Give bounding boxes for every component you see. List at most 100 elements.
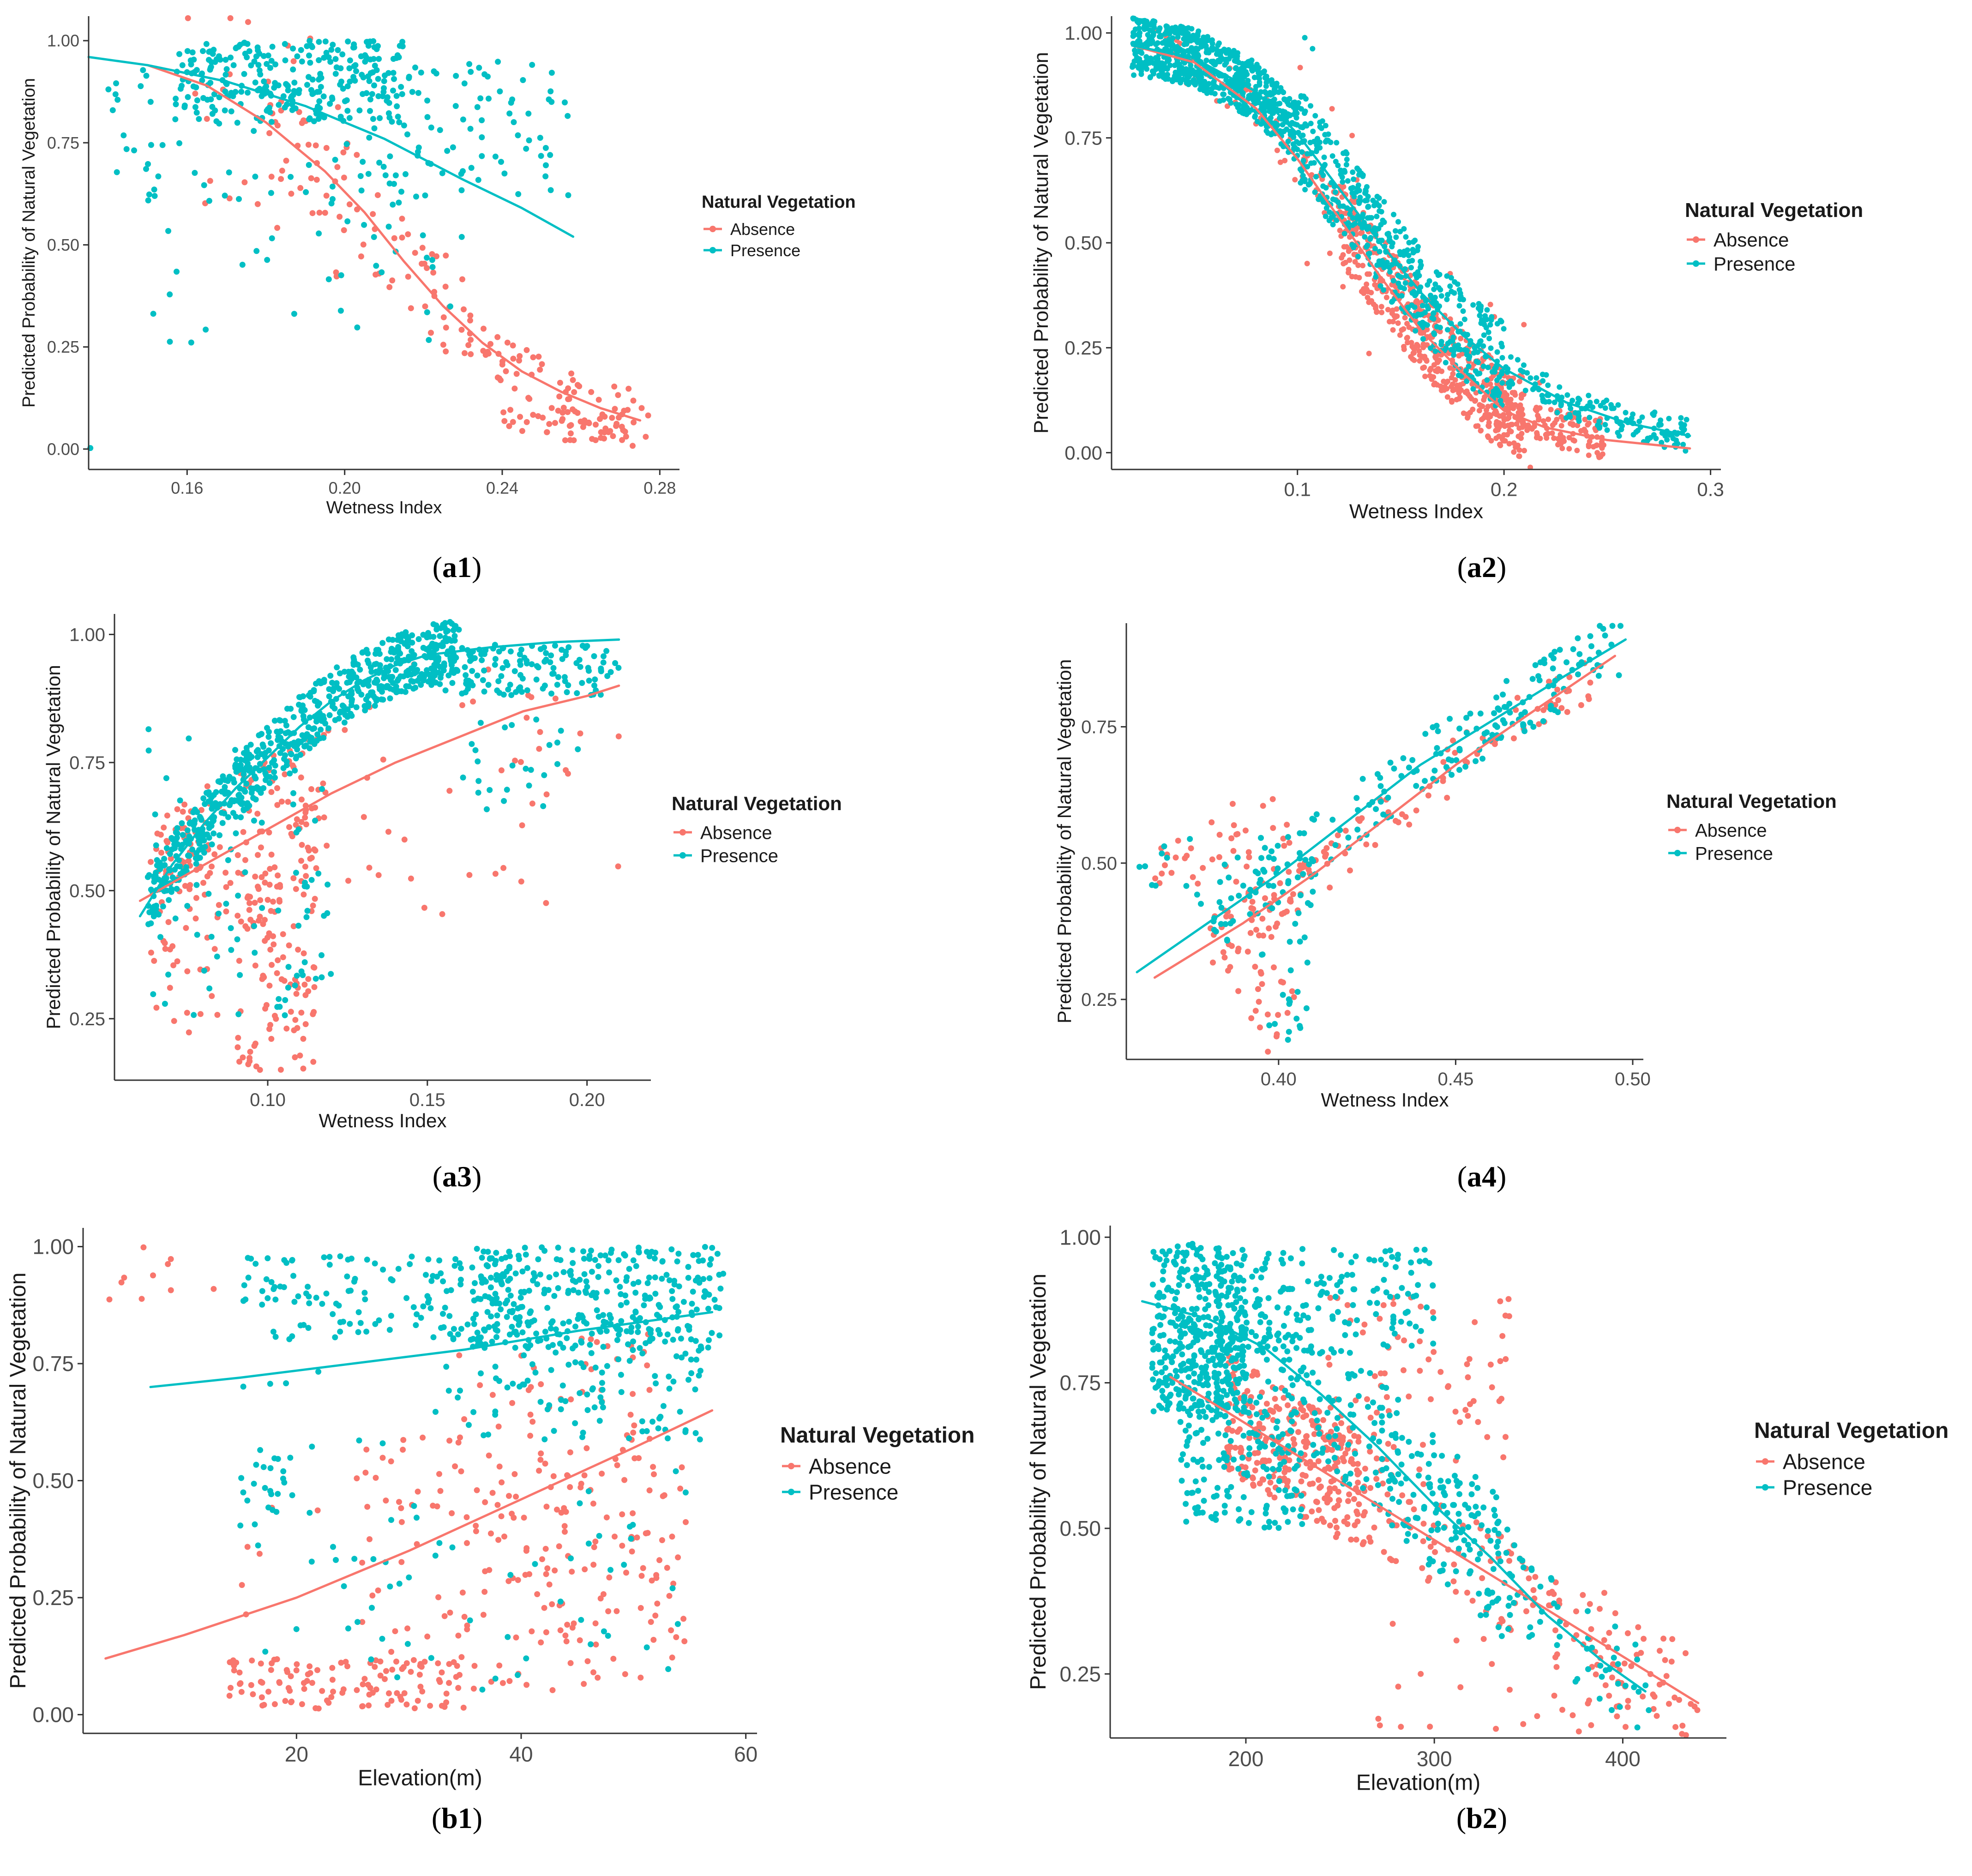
data-point [1359,776,1366,782]
data-point [207,178,213,184]
data-point [567,437,573,443]
data-point [1473,758,1479,764]
data-point [458,187,465,193]
data-point [466,61,473,67]
data-point [437,1679,443,1685]
data-point [341,227,347,234]
data-point [1431,331,1437,337]
data-point [1314,137,1320,143]
data-point [1299,149,1305,155]
data-point [1147,27,1153,33]
data-point [544,429,550,435]
data-point [398,1559,405,1565]
data-point [547,152,553,158]
data-point [1507,427,1513,433]
data-point [511,119,517,126]
data-point [378,696,385,703]
data-point [147,99,154,105]
data-point [1615,402,1621,408]
data-point [498,767,505,774]
data-point [441,663,447,669]
data-point [1456,303,1462,309]
data-point [1539,392,1545,398]
data-point [1508,397,1514,403]
series-points-absence [185,15,651,449]
data-point [266,1026,272,1032]
data-point [313,176,320,183]
data-point [340,1686,347,1693]
data-point [114,169,120,175]
data-point [248,1682,254,1688]
data-point [233,769,240,775]
data-point [354,324,361,331]
data-point [437,127,443,133]
data-point [277,884,283,890]
data-point [290,875,297,881]
data-point [340,149,347,156]
data-point [258,844,264,851]
data-point [564,689,570,695]
data-point [465,342,472,349]
data-point [380,163,387,170]
data-point [379,640,386,646]
data-point [563,1638,570,1645]
panel-caption: (a4) [1457,1160,1507,1193]
data-point [482,1568,488,1575]
data-point [1196,28,1202,34]
data-point [541,658,548,665]
data-point [1196,53,1202,59]
data-point [1456,746,1463,752]
data-point [506,110,513,117]
data-point [540,803,547,809]
data-point [399,39,406,45]
data-point [1609,623,1616,629]
data-point [527,1412,534,1418]
data-point [216,910,222,917]
data-point [366,1702,372,1708]
data-point [1438,293,1444,299]
data-point [632,1289,639,1296]
data-point [292,1054,298,1060]
data-point [544,1565,551,1571]
data-point [194,932,200,938]
data-point [1459,351,1465,357]
data-point [607,669,614,675]
data-point [300,1035,307,1042]
data-point [155,173,162,180]
data-point [262,777,269,783]
data-point [475,789,481,796]
data-point [496,1463,503,1470]
data-point [189,49,196,55]
data-point [562,437,568,444]
data-point [1590,404,1596,410]
data-point [1291,134,1297,140]
data-point [433,642,439,648]
data-point [443,1690,450,1697]
data-point [1362,234,1368,240]
data-point [681,1638,688,1644]
data-point [666,1593,673,1599]
data-point [380,89,387,95]
data-point [645,412,651,419]
data-point [309,726,316,732]
data-point [498,1513,505,1520]
data-point [439,1669,445,1676]
data-point [1286,840,1293,846]
data-point [516,357,522,364]
data-point [1208,819,1215,825]
data-point [1175,837,1181,844]
data-point [1183,883,1190,889]
data-point [1405,340,1411,346]
data-point [1168,870,1175,876]
data-point [293,870,299,876]
data-point [518,689,525,695]
data-point [449,1510,455,1516]
data-point [1428,366,1434,372]
data-point [509,722,515,728]
data-point [1344,244,1350,250]
data-point [489,1392,496,1398]
data-point [284,101,290,108]
data-point [595,1274,601,1280]
data-point [311,118,317,125]
